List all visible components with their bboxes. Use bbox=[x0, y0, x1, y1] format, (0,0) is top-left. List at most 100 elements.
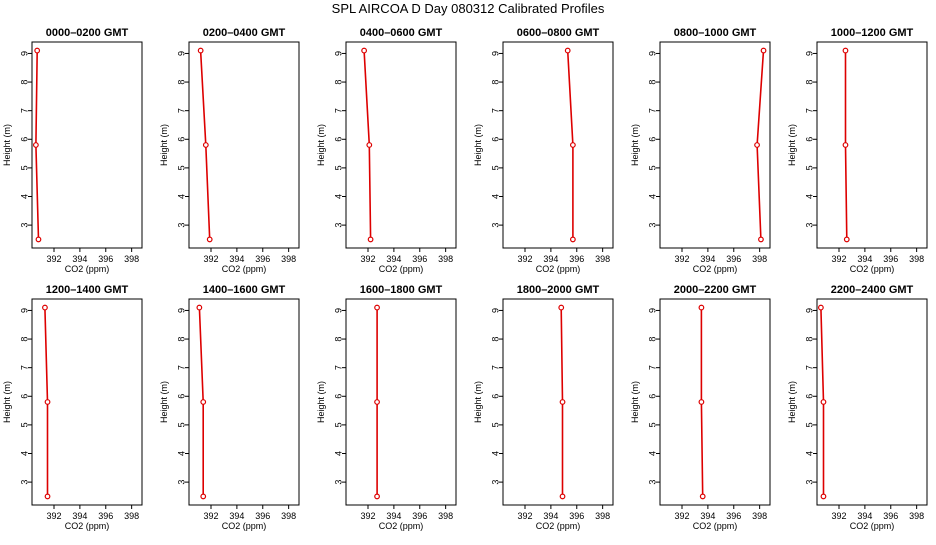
x-tick-label: 392 bbox=[517, 511, 532, 521]
y-tick-label: 9 bbox=[333, 308, 343, 313]
y-tick-label: 5 bbox=[176, 422, 186, 427]
x-tick-label: 396 bbox=[255, 511, 270, 521]
x-tick-label: 396 bbox=[726, 254, 741, 264]
panel-11: 2200–2400 GMT 392 394 396 398 3 4 5 6 7 8 9 CO2 (ppm… bbox=[787, 284, 928, 531]
y-tick-label: 6 bbox=[804, 394, 814, 399]
y-tick-label: 4 bbox=[333, 194, 343, 199]
y-tick-label: 9 bbox=[804, 51, 814, 56]
y-tick-label: 9 bbox=[176, 51, 186, 56]
data-point bbox=[200, 399, 207, 405]
y-tick-label: 3 bbox=[490, 480, 500, 485]
panel-title: 1600–1800 GMT bbox=[360, 284, 443, 296]
plot-frame bbox=[502, 298, 614, 506]
y-tick-label: 4 bbox=[490, 451, 500, 456]
x-tick-label: 394 bbox=[543, 254, 558, 264]
x-tick-label: 396 bbox=[569, 511, 584, 521]
y-tick-label: 6 bbox=[804, 137, 814, 142]
y-tick-label: 9 bbox=[647, 51, 657, 56]
y-tick-label: 9 bbox=[647, 308, 657, 313]
x-tick-label: 398 bbox=[909, 254, 924, 264]
x-tick-label: 392 bbox=[203, 511, 218, 521]
y-tick-label: 3 bbox=[176, 223, 186, 228]
y-tick-label: 4 bbox=[19, 194, 29, 199]
x-tick-label: 392 bbox=[831, 254, 846, 264]
data-point bbox=[44, 399, 51, 405]
x-tick-label: 392 bbox=[674, 511, 689, 521]
x-axis-label: CO2 (ppm) bbox=[536, 521, 581, 531]
panel-5: 1000–1200 GMT 392 394 396 398 3 4 5 6 7 8 9 CO2 (ppm… bbox=[787, 27, 928, 274]
panel-1: 0200–0400 GMT 392 394 396 398 3 4 5 6 7 8 9 CO2 (ppm… bbox=[159, 27, 300, 274]
y-tick-label: 6 bbox=[490, 394, 500, 399]
x-axis-label: CO2 (ppm) bbox=[379, 264, 424, 274]
x-tick-label: 394 bbox=[857, 254, 872, 264]
panel-title: 1400–1600 GMT bbox=[203, 284, 286, 296]
y-tick-label: 6 bbox=[333, 137, 343, 142]
panel-4: 0800–1000 GMT 392 394 396 398 3 4 5 6 7 8 9 CO2 (ppm… bbox=[630, 27, 771, 274]
y-tick-label: 5 bbox=[647, 422, 657, 427]
y-tick-label: 4 bbox=[647, 194, 657, 199]
plot-frame bbox=[345, 298, 457, 506]
x-tick-label: 392 bbox=[360, 254, 375, 264]
data-point bbox=[559, 399, 566, 405]
x-tick-label: 396 bbox=[412, 254, 427, 264]
data-point bbox=[754, 142, 760, 148]
panel-title: 0000–0200 GMT bbox=[46, 27, 129, 39]
panel-title: 1000–1200 GMT bbox=[831, 27, 914, 39]
x-tick-label: 398 bbox=[281, 511, 296, 521]
x-tick-label: 396 bbox=[726, 511, 741, 521]
y-tick-label: 7 bbox=[804, 108, 814, 113]
y-tick-label: 3 bbox=[804, 480, 814, 485]
panel-2: 0400–0600 GMT 392 394 396 398 3 4 5 6 7 8 9 CO2 (ppm… bbox=[316, 27, 457, 274]
x-tick-label: 396 bbox=[98, 254, 113, 264]
y-tick-label: 3 bbox=[19, 480, 29, 485]
plot-frame bbox=[188, 298, 300, 506]
panel-title: 0600–0800 GMT bbox=[517, 27, 600, 39]
data-point bbox=[760, 47, 767, 54]
x-axis-label: CO2 (ppm) bbox=[693, 521, 738, 531]
x-tick-label: 398 bbox=[281, 254, 296, 264]
plot-frame bbox=[31, 298, 143, 506]
x-tick-label: 396 bbox=[883, 254, 898, 264]
y-axis-label: Height (m) bbox=[787, 381, 797, 423]
y-tick-label: 7 bbox=[333, 365, 343, 370]
y-tick-label: 5 bbox=[19, 165, 29, 170]
data-point bbox=[820, 399, 827, 405]
data-point bbox=[366, 142, 373, 148]
x-axis-label: CO2 (ppm) bbox=[65, 264, 110, 274]
panel-3: 0600–0800 GMT 392 394 396 398 3 4 5 6 7 8 9 CO2 (ppm… bbox=[473, 27, 614, 274]
data-point bbox=[698, 399, 705, 405]
x-tick-label: 394 bbox=[229, 254, 244, 264]
data-point bbox=[206, 236, 213, 243]
plot-frame bbox=[345, 41, 457, 249]
x-tick-label: 394 bbox=[700, 254, 715, 264]
y-tick-label: 3 bbox=[333, 480, 343, 485]
x-tick-label: 398 bbox=[752, 254, 767, 264]
data-point bbox=[197, 47, 204, 54]
y-axis-label: Height (m) bbox=[473, 381, 483, 423]
y-tick-label: 4 bbox=[647, 451, 657, 456]
y-tick-label: 6 bbox=[647, 394, 657, 399]
data-point bbox=[42, 304, 48, 311]
panel-title: 0200–0400 GMT bbox=[203, 27, 286, 39]
x-tick-label: 394 bbox=[386, 254, 401, 264]
x-axis-label: CO2 (ppm) bbox=[222, 521, 267, 531]
x-axis-label: CO2 (ppm) bbox=[536, 264, 581, 274]
data-point bbox=[34, 47, 41, 54]
x-tick-label: 398 bbox=[595, 254, 610, 264]
data-point bbox=[569, 236, 576, 243]
y-axis-label: Height (m) bbox=[787, 124, 797, 166]
x-tick-label: 394 bbox=[229, 511, 244, 521]
y-tick-label: 8 bbox=[804, 80, 814, 85]
x-tick-label: 398 bbox=[438, 511, 453, 521]
data-point bbox=[35, 236, 42, 243]
panel-6: 1200–1400 GMT 392 394 396 398 3 4 5 6 7 8 9 CO2 (ppm… bbox=[2, 284, 143, 531]
y-tick-label: 3 bbox=[333, 223, 343, 228]
data-point bbox=[817, 304, 824, 311]
y-tick-label: 7 bbox=[647, 365, 657, 370]
x-tick-label: 396 bbox=[98, 511, 113, 521]
y-tick-label: 4 bbox=[804, 194, 814, 199]
y-tick-label: 5 bbox=[804, 165, 814, 170]
x-tick-label: 394 bbox=[543, 511, 558, 521]
y-tick-label: 3 bbox=[647, 223, 657, 228]
data-point bbox=[361, 47, 368, 54]
